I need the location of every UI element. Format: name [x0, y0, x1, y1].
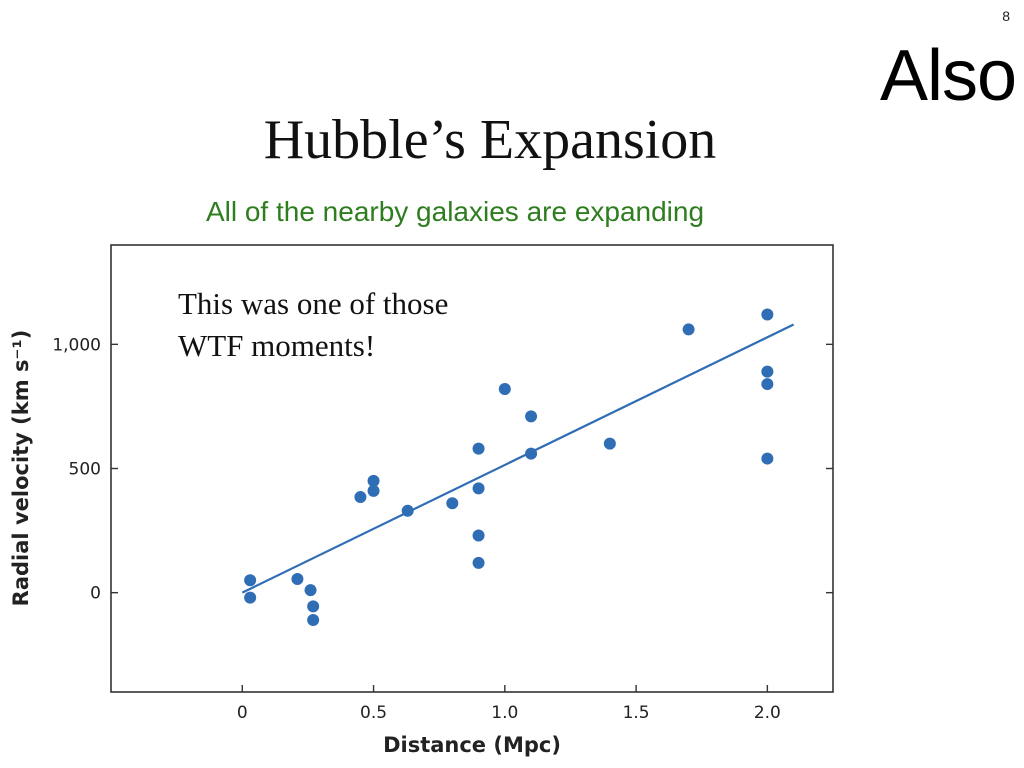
- x-axis: 0 0.5 1.0 1.5 2.0: [237, 685, 781, 723]
- x-tick-label: 0: [237, 703, 248, 723]
- data-point: [761, 365, 774, 378]
- data-point: [244, 591, 257, 604]
- y-tick-label: 0: [90, 584, 101, 604]
- data-point: [244, 574, 257, 587]
- annotation-line-1: This was one of those: [178, 286, 448, 321]
- data-point: [291, 573, 304, 586]
- data-point: [761, 452, 774, 465]
- x-tick-label: 1.5: [623, 703, 650, 723]
- slide-subtitle: All of the nearby galaxies are expanding: [205, 196, 705, 227]
- data-point: [446, 497, 459, 510]
- data-point: [472, 482, 485, 495]
- data-point: [307, 613, 320, 626]
- y-tick-label: 500: [69, 460, 101, 480]
- corner-word: Also: [879, 36, 1017, 116]
- x-tick-label: 0.5: [360, 703, 387, 723]
- data-point: [498, 383, 511, 396]
- data-point: [367, 484, 380, 497]
- data-point: [472, 529, 485, 542]
- data-point: [525, 410, 538, 423]
- data-point: [761, 378, 774, 391]
- slide-title: Hubble’s Expansion: [263, 109, 717, 171]
- x-tick-label: 2.0: [754, 703, 781, 723]
- slide-number: 8: [1002, 8, 1010, 24]
- fit-line: [241, 323, 795, 594]
- y-axis-title: Radial velocity (km s⁻¹): [9, 330, 33, 607]
- y-axis: 0 500 1,000: [52, 335, 833, 604]
- data-points: [244, 308, 774, 626]
- data-point: [472, 556, 485, 569]
- data-point: [761, 308, 774, 321]
- data-point: [472, 442, 485, 455]
- y-tick-label: 1,000: [52, 335, 101, 355]
- data-point: [307, 600, 320, 613]
- annotation-line-2: WTF moments!: [178, 328, 375, 363]
- x-axis-title: Distance (Mpc): [383, 733, 561, 757]
- x-tick-label: 1.0: [491, 703, 518, 723]
- data-point: [525, 447, 538, 460]
- data-point: [682, 323, 695, 336]
- data-point: [354, 491, 367, 504]
- data-point: [304, 584, 317, 597]
- data-point: [401, 504, 414, 517]
- data-point: [603, 437, 616, 450]
- data-point: [367, 474, 380, 487]
